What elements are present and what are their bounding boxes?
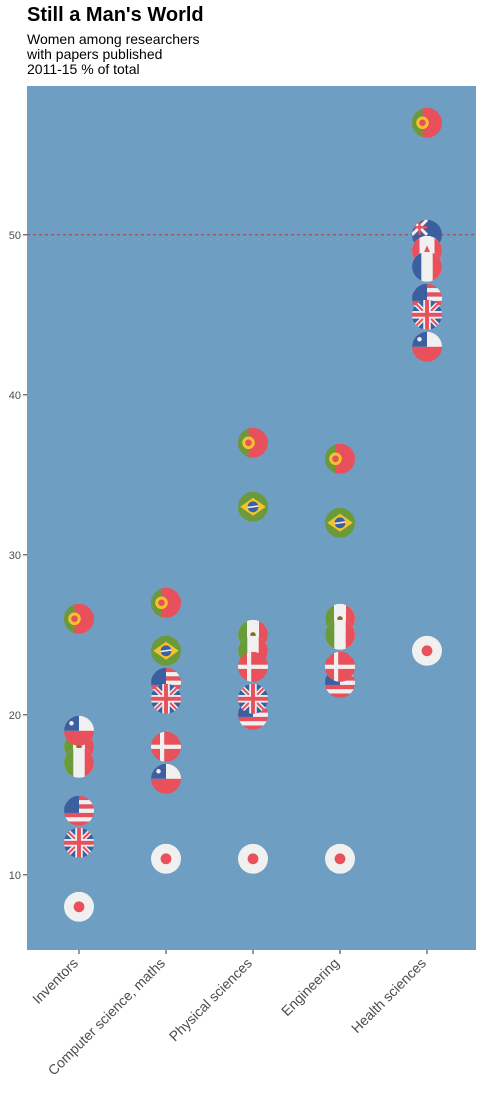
point-italy-flag: [64, 747, 94, 778]
y-tick-label: 30: [9, 550, 21, 562]
x-tick-label: Engineering: [278, 955, 342, 1019]
point-brazil-flag: [325, 507, 355, 538]
x-tick-label: Physical sciences: [166, 955, 255, 1044]
point-denmark-flag: [151, 731, 181, 762]
chart-subtitle: Women among researchers with papers publ…: [27, 32, 199, 77]
point-uk-flag: [412, 299, 442, 330]
point-portugal-flag: [325, 443, 355, 474]
point-usa-flag: [64, 795, 94, 826]
y-tick-label: 40: [9, 390, 21, 402]
subtitle-line-2: with papers published: [27, 46, 163, 62]
point-portugal-flag: [412, 107, 442, 138]
point-japan-flag: [151, 843, 181, 874]
point-portugal-flag: [151, 587, 181, 618]
point-japan-flag: [325, 843, 355, 874]
point-denmark-flag: [238, 651, 268, 682]
point-denmark-flag: [325, 651, 355, 682]
point-uk-flag: [238, 683, 268, 714]
y-axis: 10 20 30 40 50: [9, 230, 27, 882]
y-tick-label: 10: [9, 870, 21, 882]
point-france-flag: [412, 251, 442, 282]
x-tick-label: Health sciences: [348, 955, 429, 1036]
subtitle-line-3: 2011-15 % of total: [27, 61, 140, 77]
point-brazil-flag: [238, 491, 268, 522]
point-brazil-flag: [151, 635, 181, 666]
point-italy-flag: [325, 619, 355, 650]
point-japan-flag: [238, 843, 268, 874]
point-portugal-flag: [64, 603, 94, 634]
point-uk-flag: [64, 827, 94, 858]
point-portugal-flag: [238, 427, 268, 458]
point-uk-flag: [151, 683, 181, 714]
point-japan-flag: [64, 891, 94, 922]
point-chile-flag: [151, 763, 181, 794]
x-tick-label: Inventors: [29, 955, 81, 1007]
point-japan-flag: [412, 635, 442, 666]
y-tick-label: 50: [9, 230, 21, 242]
point-chile-flag: [412, 331, 442, 362]
y-tick-label: 20: [9, 710, 21, 722]
chart-title: Still a Man's World: [27, 4, 204, 26]
subtitle-line-1: Women among researchers: [27, 31, 200, 47]
point-chile-flag: [64, 715, 94, 746]
